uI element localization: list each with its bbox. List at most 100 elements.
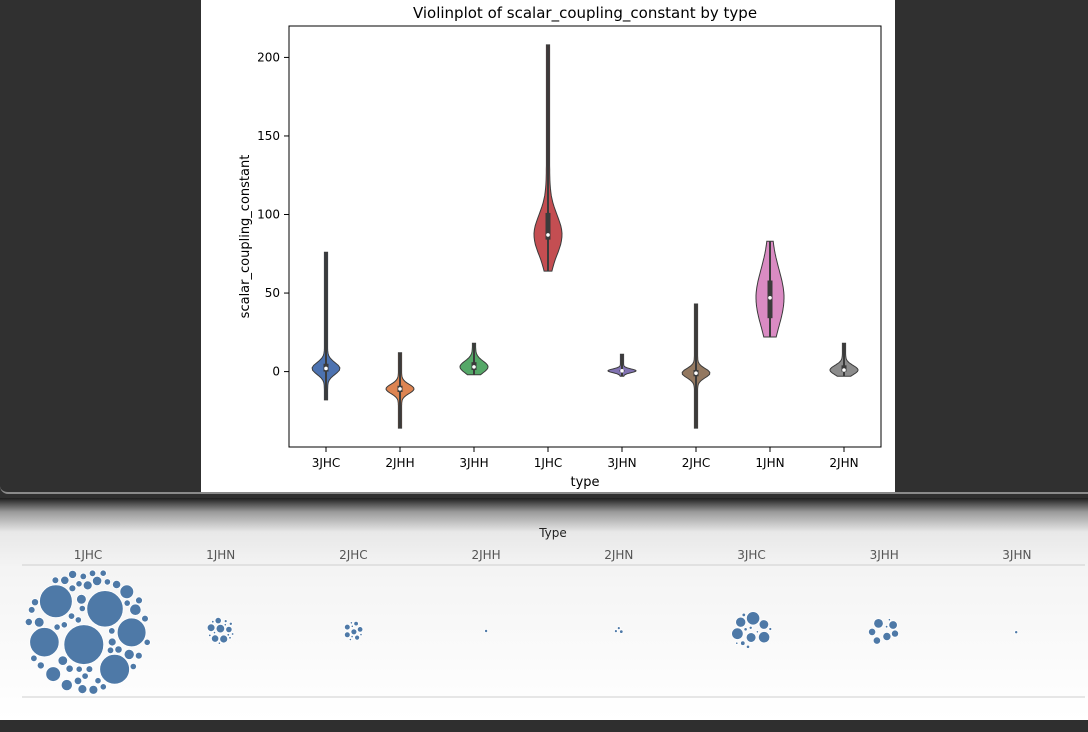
bubble bbox=[77, 684, 88, 695]
bubble bbox=[211, 634, 220, 643]
violin-plot-figure: Violinplot of scalar_coupling_constant b… bbox=[201, 0, 895, 492]
bubble-cluster-3jhn bbox=[1014, 630, 1019, 635]
y-tick-label: 150 bbox=[257, 129, 280, 143]
column-header: 2JHC bbox=[339, 548, 368, 562]
bubble-chart-title: Type bbox=[538, 526, 567, 540]
violin-1jhc bbox=[533, 44, 563, 272]
bubble bbox=[68, 584, 77, 593]
bubble-chart-panel: Type 1JHC 1JHN 2JHC 2JHH 2JHN 3JHC 3JHH 3JHN bbox=[0, 498, 1088, 720]
bubble bbox=[99, 569, 107, 577]
bubble bbox=[349, 621, 353, 625]
bubble bbox=[872, 636, 882, 645]
column-header: 3JHH bbox=[870, 548, 899, 562]
bubble bbox=[60, 679, 73, 692]
bubble bbox=[230, 632, 235, 636]
bubble bbox=[135, 596, 143, 605]
bubble bbox=[758, 619, 770, 630]
bubble bbox=[123, 648, 135, 660]
bubble bbox=[223, 623, 227, 627]
bubble bbox=[76, 594, 87, 605]
bubble bbox=[350, 624, 354, 628]
bubble bbox=[81, 672, 89, 680]
bubble-cluster-1jhc bbox=[24, 569, 151, 695]
bubble bbox=[740, 640, 746, 646]
violin-plot: Violinplot of scalar_coupling_constant b… bbox=[238, 4, 882, 490]
bubble bbox=[33, 617, 45, 628]
bubble bbox=[214, 617, 222, 625]
bubble bbox=[348, 637, 352, 642]
x-tick-label: 2JHN bbox=[829, 456, 858, 470]
bubble bbox=[112, 579, 122, 590]
chart-title: Violinplot of scalar_coupling_constant b… bbox=[413, 4, 757, 23]
bubble-cluster-2jhn bbox=[614, 626, 624, 634]
bubble bbox=[228, 621, 233, 626]
violin-3jhn bbox=[607, 353, 637, 377]
bubble bbox=[29, 627, 60, 658]
bubble bbox=[223, 619, 228, 623]
bubble bbox=[92, 575, 103, 587]
bubble bbox=[39, 584, 73, 619]
violin-2jhh bbox=[385, 352, 415, 429]
bubble bbox=[68, 569, 78, 579]
bubble bbox=[94, 677, 102, 685]
bubble bbox=[85, 665, 94, 673]
bubble bbox=[882, 631, 892, 641]
bubble bbox=[888, 620, 898, 630]
bubble bbox=[24, 618, 33, 627]
y-tick-label: 0 bbox=[272, 365, 280, 379]
bubble bbox=[65, 664, 74, 673]
bubble bbox=[768, 627, 773, 631]
bubble bbox=[129, 603, 142, 616]
bubble bbox=[343, 623, 351, 631]
bubble bbox=[219, 634, 229, 644]
bubble bbox=[354, 634, 361, 641]
bubble bbox=[1014, 630, 1019, 635]
y-tick-label: 50 bbox=[265, 286, 280, 300]
violin-1jhn bbox=[755, 240, 785, 338]
bubble bbox=[211, 619, 215, 624]
bubble bbox=[891, 629, 900, 638]
bubble bbox=[226, 633, 230, 637]
x-tick-label: 3JHH bbox=[459, 456, 488, 470]
violin-2jhn bbox=[829, 342, 859, 377]
violin-2jhc bbox=[681, 303, 711, 429]
x-axis-label: type bbox=[570, 475, 599, 490]
column-header: 2JHH bbox=[471, 548, 500, 562]
bubble bbox=[99, 683, 107, 691]
bubble bbox=[74, 616, 82, 624]
bubble bbox=[735, 641, 739, 645]
bubble bbox=[78, 604, 86, 613]
bubble bbox=[884, 624, 889, 629]
bubble bbox=[27, 606, 36, 614]
bubble bbox=[114, 645, 123, 654]
bubble bbox=[745, 644, 751, 649]
violin-median-dot bbox=[620, 369, 624, 373]
bubble bbox=[225, 625, 233, 634]
bubble bbox=[867, 627, 877, 636]
bubble bbox=[119, 584, 135, 600]
column-header: 1JHC bbox=[74, 548, 103, 562]
bubble bbox=[75, 665, 83, 673]
bubble bbox=[82, 580, 93, 591]
bubble bbox=[757, 631, 771, 644]
plot-area bbox=[288, 25, 882, 448]
bubble bbox=[619, 629, 624, 634]
violin-median-dot bbox=[324, 366, 328, 371]
bubble bbox=[99, 654, 130, 685]
bubble bbox=[123, 599, 131, 607]
bubble bbox=[356, 626, 364, 633]
bubble bbox=[51, 576, 60, 585]
bubble bbox=[60, 575, 70, 585]
bubble bbox=[755, 630, 760, 634]
bubble bbox=[343, 631, 351, 639]
bubble bbox=[731, 627, 744, 640]
bubble bbox=[359, 633, 363, 637]
bubble bbox=[873, 618, 884, 629]
y-tick-label: 200 bbox=[257, 50, 280, 64]
bubble bbox=[745, 611, 761, 626]
y-tick-label: 100 bbox=[257, 208, 280, 222]
bubble-cluster-3jhc bbox=[731, 611, 773, 649]
column-header: 3JHN bbox=[1002, 548, 1031, 562]
bubble bbox=[484, 628, 489, 633]
column-header: 3JHC bbox=[737, 548, 766, 562]
